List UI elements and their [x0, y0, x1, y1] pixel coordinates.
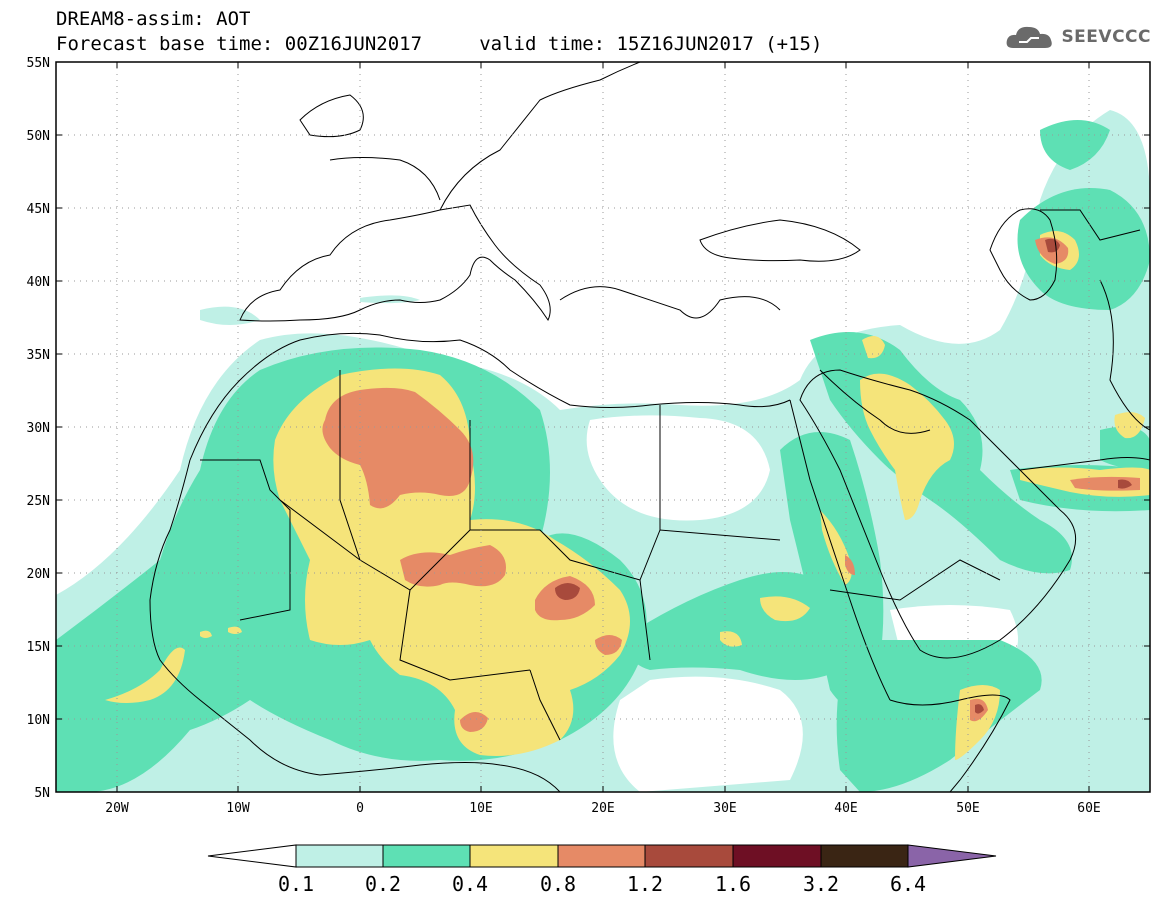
- lat-label: 25N: [27, 494, 50, 509]
- lon-label: 40E: [834, 801, 857, 816]
- lat-label: 40N: [27, 275, 50, 290]
- forecast-time-line: Forecast base time: 00Z16JUN2017 valid t…: [56, 33, 823, 55]
- graticule: [56, 62, 1150, 792]
- lon-label: 0: [356, 801, 364, 816]
- lat-label: 55N: [27, 56, 50, 71]
- lon-labels: 20W 10W 0 10E 20E 30E 40E 50E 60E: [105, 801, 1100, 816]
- lat-label: 15N: [27, 640, 50, 655]
- colorbar-segment: [295, 844, 384, 868]
- lat-label: 50N: [27, 129, 50, 144]
- colorbar-label: 0.8: [540, 872, 576, 896]
- lon-ticks: [116, 62, 1090, 792]
- lat-labels: 5N 10N 15N 20N 25N 30N 35N 40N 45N 50N 5…: [27, 56, 50, 801]
- lon-label: 10E: [469, 801, 492, 816]
- lat-label: 5N: [34, 786, 50, 801]
- lat-label: 30N: [27, 421, 50, 436]
- chart-title: DREAM8-assim: AOT: [56, 8, 251, 30]
- lat-label: 20N: [27, 567, 50, 582]
- colorbar-label: 1.6: [715, 872, 751, 896]
- colorbar-segment: [469, 844, 559, 868]
- lat-label: 45N: [27, 202, 50, 217]
- lat-label: 35N: [27, 348, 50, 363]
- colorbar-label: 0.4: [452, 872, 488, 896]
- colorbar: [207, 844, 997, 868]
- colorbar-high-arrow: [907, 844, 997, 868]
- logo-text: SEEVCCC: [1061, 27, 1151, 47]
- colorbar-segment: [557, 844, 646, 868]
- lon-label: 50E: [956, 801, 979, 816]
- lon-label: 20E: [591, 801, 614, 816]
- colorbar-segment: [382, 844, 471, 868]
- colorbar-segment: [644, 844, 734, 868]
- colorbar-label: 6.4: [890, 872, 926, 896]
- colorbar-label: 1.2: [627, 872, 663, 896]
- colorbar-segment: [732, 844, 822, 868]
- colorbar-label: 0.2: [365, 872, 401, 896]
- seevccc-logo: SEEVCCC: [1005, 22, 1151, 52]
- lat-label: 10N: [27, 713, 50, 728]
- coastlines-borders: [149, 62, 1150, 792]
- colorbar-labels: 0.1 0.2 0.4 0.8 1.2 1.6 3.2 6.4: [278, 872, 926, 896]
- colorbar-segment: [820, 844, 909, 868]
- colorbar-label: 3.2: [803, 872, 839, 896]
- colorbar-low-arrow: [207, 844, 297, 868]
- colorbar-label: 0.1: [278, 872, 314, 896]
- lon-label: 30E: [713, 801, 736, 816]
- cloud-icon: [1007, 26, 1053, 48]
- lat-ticks: [56, 61, 1150, 793]
- lon-label: 20W: [105, 801, 129, 816]
- lon-label: 10W: [226, 801, 250, 816]
- lon-label: 60E: [1077, 801, 1100, 816]
- aot-band-0.8: [322, 237, 1140, 732]
